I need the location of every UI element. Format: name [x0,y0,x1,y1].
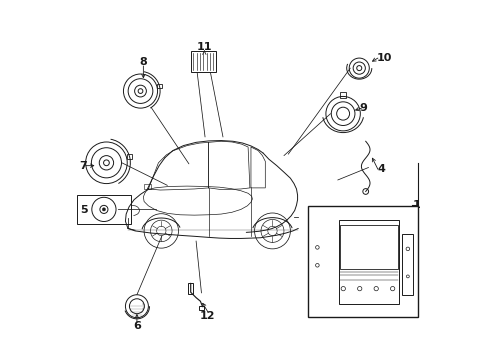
Text: 10: 10 [376,53,391,63]
Text: 3: 3 [333,215,341,224]
Text: 5: 5 [80,206,88,216]
Text: 4: 4 [376,164,384,174]
Text: 6: 6 [133,321,141,331]
Text: 9: 9 [359,103,366,113]
Text: 11: 11 [196,42,212,52]
Bar [340,92,346,98]
Text: 1: 1 [412,200,420,210]
Bar [402,234,412,295]
Bar [188,283,193,294]
Bar [338,220,398,303]
Bar [190,51,215,72]
Text: 3: 3 [398,215,405,224]
Bar [199,306,204,310]
Text: 8: 8 [139,57,147,67]
Bar [126,154,132,159]
Bar [77,195,131,224]
Circle shape [102,208,105,211]
Bar [308,206,417,317]
Text: 2: 2 [331,293,339,303]
Text: 12: 12 [200,311,215,321]
Bar [144,184,151,189]
Bar [156,84,162,88]
Text: 7: 7 [79,161,86,171]
Bar [340,225,397,269]
